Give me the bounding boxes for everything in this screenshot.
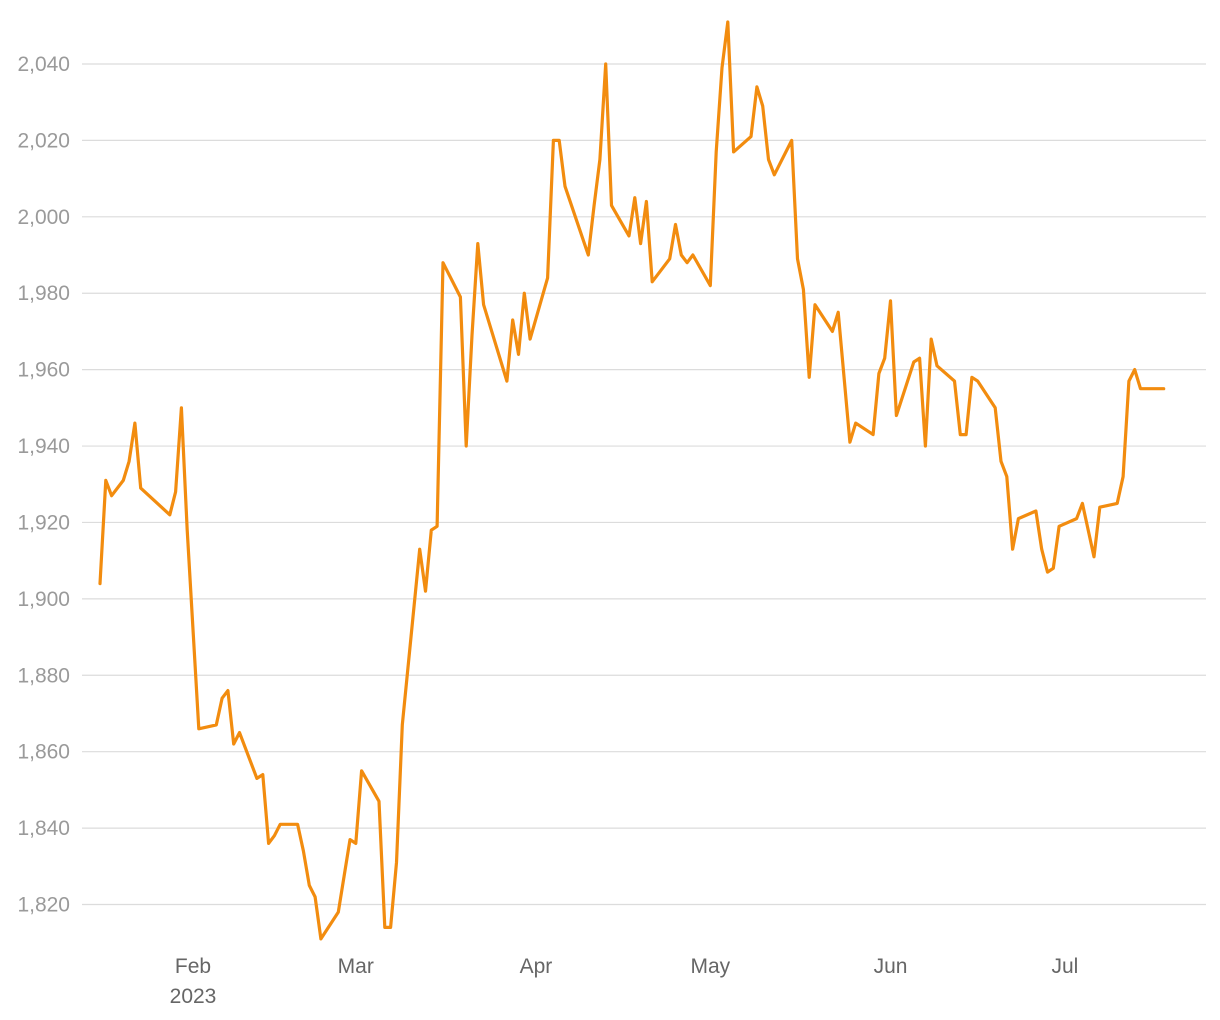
x-tick-label: May xyxy=(691,955,731,978)
y-axis-tick-labels: 1,820 1,840 1,860 1,880 1,900 1,920 1,940 1,960… xyxy=(17,53,70,917)
gridlines xyxy=(82,63,1206,906)
x-tick-year-label: 2023 xyxy=(170,985,217,1008)
y-tick-label: 1,980 xyxy=(17,282,70,305)
y-tick-label: 1,840 xyxy=(17,817,70,840)
y-tick-label: 2,000 xyxy=(17,206,70,229)
y-tick-label: 1,860 xyxy=(17,741,70,764)
y-tick-label: 1,960 xyxy=(17,359,70,382)
y-tick-label: 1,900 xyxy=(17,588,70,611)
x-tick-label: Jul xyxy=(1052,955,1079,978)
y-tick-label: 1,880 xyxy=(17,664,70,687)
y-tick-label: 1,920 xyxy=(17,511,70,534)
y-tick-label: 1,820 xyxy=(17,894,70,917)
series-line xyxy=(98,20,1166,941)
y-tick-label: 2,020 xyxy=(17,129,70,152)
x-axis-tick-labels: Feb 2023 Mar Apr May Jun Jul xyxy=(170,955,1079,1008)
x-tick-label: Feb xyxy=(175,955,211,978)
x-tick-label: Jun xyxy=(874,955,908,978)
y-tick-label: 2,040 xyxy=(17,53,70,76)
series-layer xyxy=(98,20,1166,941)
x-tick-label: Apr xyxy=(520,955,553,978)
x-tick-label: Mar xyxy=(338,955,374,978)
y-tick-label: 1,940 xyxy=(17,435,70,458)
